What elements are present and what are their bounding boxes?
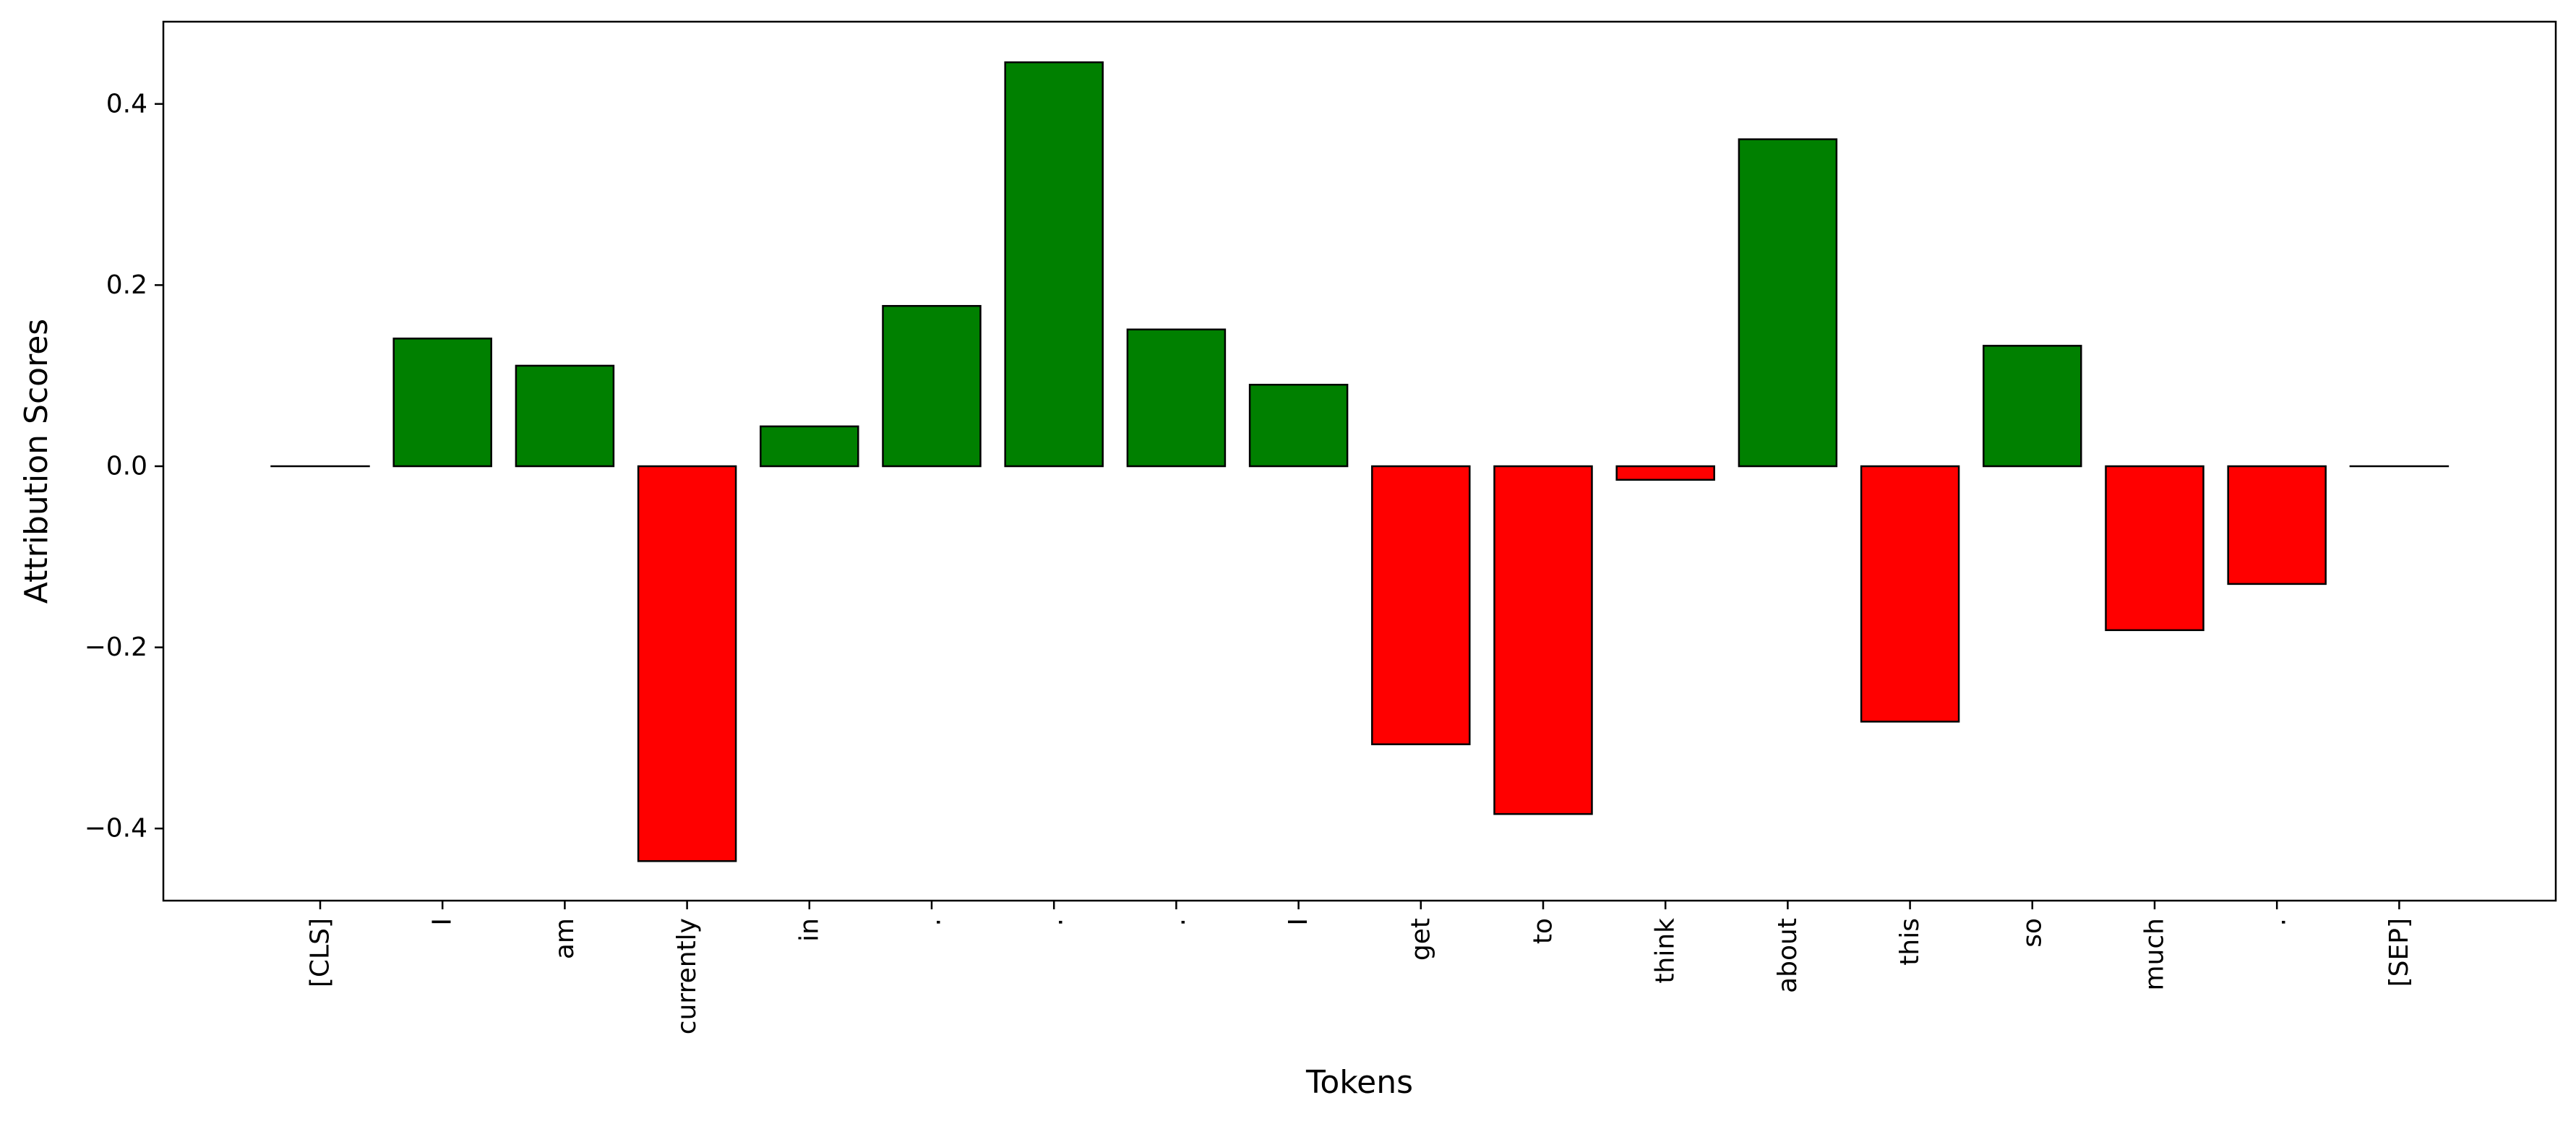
bar: [1983, 345, 2082, 468]
bar: [2227, 465, 2327, 585]
bar: [882, 304, 982, 468]
x-tick-label: about: [1773, 918, 1803, 993]
x-tick-label: I: [1284, 918, 1313, 926]
x-tick-label: much: [2140, 918, 2170, 991]
x-tick-label: [SEP]: [2384, 918, 2414, 987]
bar: [637, 465, 737, 862]
x-tick-label: [CLS]: [306, 918, 335, 987]
y-axis-title: Attribution Scores: [18, 319, 55, 604]
bar: [760, 425, 859, 468]
bar: [392, 338, 492, 468]
y-axis: −0.4 −0.2 0.0 0.2 0.4: [85, 89, 163, 844]
bar: [1860, 465, 1960, 723]
y-tick-label: −0.2: [85, 632, 147, 662]
bar: [1004, 61, 1104, 468]
bar: [1738, 138, 1838, 468]
bar: [1248, 383, 1349, 468]
bar: [2105, 465, 2204, 632]
bar: [515, 364, 615, 468]
y-tick-label: 0.2: [106, 270, 147, 300]
y-tick-label: 0.4: [106, 89, 147, 119]
y-tick-label: −0.4: [85, 814, 147, 844]
x-tick-label: in: [794, 918, 824, 942]
bar: [1371, 465, 1471, 745]
x-tick-label: .: [2262, 918, 2292, 926]
bar: [1615, 465, 1715, 481]
x-tick-label: get: [1406, 918, 1435, 961]
x-tick-label: think: [1651, 918, 1680, 984]
x-tick-label: .: [1162, 918, 1191, 926]
x-tick-label: currently: [672, 918, 702, 1034]
x-tick-label: am: [550, 918, 580, 959]
y-tick-label: 0.0: [106, 452, 147, 481]
bars-group: [270, 61, 2450, 862]
x-tick-label: .: [1039, 918, 1069, 926]
x-tick-label: I: [428, 918, 458, 926]
x-axis-title: Tokens: [1305, 1064, 1413, 1101]
x-tick-label: this: [1895, 918, 1925, 966]
bar: [1126, 328, 1227, 468]
x-tick-label: so: [2017, 918, 2047, 948]
bar: [1493, 465, 1593, 815]
x-tick-label: .: [917, 918, 947, 926]
plot-frame: [162, 20, 2557, 902]
x-tick-label: to: [1529, 918, 1558, 944]
